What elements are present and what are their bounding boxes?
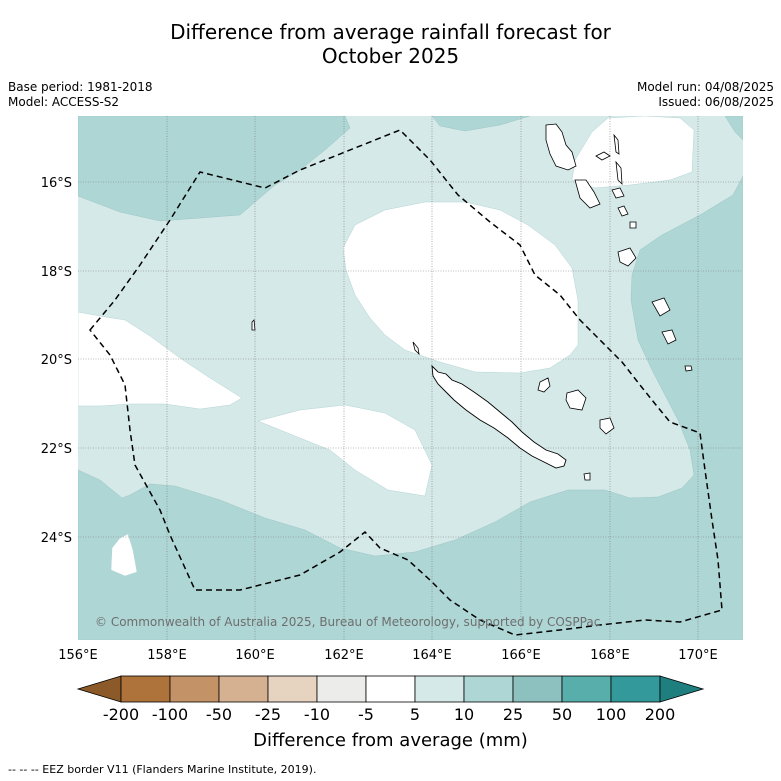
rain-anomaly-nw bbox=[78, 116, 351, 222]
colorbar-swatch bbox=[169, 675, 220, 703]
rain-anomaly-white-south bbox=[257, 404, 433, 497]
colorbar-swatch bbox=[120, 675, 171, 703]
lat-label: 22°S bbox=[41, 442, 72, 457]
colorbar-tick-label: 200 bbox=[645, 705, 676, 724]
colorbar-tick-label: -5 bbox=[358, 705, 374, 724]
vanuatu-ambrym bbox=[611, 187, 625, 199]
lon-label: 170°E bbox=[678, 648, 718, 663]
rain-anomaly-white-ne bbox=[571, 116, 695, 189]
rain-anomaly-ne-corner bbox=[724, 116, 743, 141]
colorbar-tick-label: -25 bbox=[255, 705, 281, 724]
lon-label: 162°E bbox=[324, 648, 364, 663]
lat-label: 18°S bbox=[41, 265, 72, 280]
lat-label: 16°S bbox=[41, 176, 72, 191]
rain-anomaly-white-sw-patch bbox=[110, 533, 138, 577]
lon-label: 156°E bbox=[58, 648, 98, 663]
vanuatu-malekula bbox=[574, 179, 601, 209]
meta-right: Model run: 04/08/2025 Issued: 06/08/2025 bbox=[637, 80, 774, 110]
colorbar-tick-label: 100 bbox=[596, 705, 627, 724]
isle-of-pines bbox=[583, 472, 591, 481]
lat-label: 20°S bbox=[41, 353, 72, 368]
colorbar-swatch bbox=[561, 675, 612, 703]
colorbar-tick-label: 5 bbox=[410, 705, 420, 724]
eez-footnote: -- -- -- EEZ border V11 (Flanders Marine… bbox=[8, 763, 317, 776]
base-period: Base period: 1981-2018 bbox=[8, 80, 153, 94]
vanuatu-espiritu-santo bbox=[545, 123, 577, 171]
loyalty-ouvea bbox=[537, 377, 551, 393]
eez-border bbox=[89, 129, 723, 636]
colorbar-label: Difference from average (mm) bbox=[253, 730, 528, 751]
colorbar-tick-label: -100 bbox=[152, 705, 188, 724]
colorbar-extend-low bbox=[76, 675, 122, 703]
map-area bbox=[78, 116, 743, 640]
colorbar: -200 -100 -50 -25 -10 -5 5 10 25 50 100 200 bbox=[76, 675, 705, 724]
chesterfield-islet bbox=[251, 319, 256, 331]
colorbar-tick-label: -50 bbox=[206, 705, 232, 724]
colorbar-swatch bbox=[267, 675, 318, 703]
lon-label: 164°E bbox=[412, 648, 452, 663]
colorbar-swatch bbox=[414, 675, 465, 703]
rain-anomaly-n bbox=[431, 116, 531, 132]
lon-label: 160°E bbox=[235, 648, 275, 663]
model-run: Model run: 04/08/2025 bbox=[636, 80, 774, 94]
vanuatu-epi bbox=[617, 205, 629, 217]
colorbar-swatch bbox=[610, 675, 661, 703]
loyalty-lifou bbox=[565, 389, 587, 411]
issued-date: Issued: 06/08/2025 bbox=[658, 95, 774, 109]
vanuatu-tanna bbox=[661, 329, 677, 345]
lat-label: 24°S bbox=[41, 531, 72, 546]
colorbar-swatch bbox=[365, 675, 416, 703]
longitude-labels: 156°E 158°E 160°E 162°E 164°E 166°E 168°… bbox=[58, 648, 718, 663]
vanuatu-efate bbox=[617, 247, 637, 267]
colorbar-tick-label: 10 bbox=[454, 705, 474, 724]
vanuatu-maewo bbox=[613, 133, 620, 155]
colorbar-tick-label: 50 bbox=[552, 705, 572, 724]
map-title: Difference from average rainfall forecas… bbox=[0, 20, 781, 68]
meta-left: Base period: 1981-2018 Model: ACCESS-S2 bbox=[8, 80, 153, 110]
vanuatu-shepherds bbox=[629, 221, 637, 229]
vanuatu-ambae bbox=[595, 151, 611, 161]
rain-anomaly-east bbox=[78, 175, 743, 640]
colorbar-tick-label: 25 bbox=[503, 705, 523, 724]
colorbar-tick-label: -200 bbox=[103, 705, 139, 724]
copyright-text: © Commonwealth of Australia 2025, Bureau… bbox=[95, 615, 600, 629]
belep-islands bbox=[412, 341, 420, 356]
vanuatu-erromango bbox=[651, 297, 671, 317]
lon-label: 168°E bbox=[590, 648, 630, 663]
colorbar-tick-label: -10 bbox=[304, 705, 330, 724]
title-line-2: October 2025 bbox=[321, 44, 460, 68]
rain-anomaly-white-west bbox=[78, 311, 243, 410]
lon-label: 166°E bbox=[501, 648, 541, 663]
colorbar-swatch bbox=[512, 675, 563, 703]
loyalty-mare bbox=[599, 417, 615, 435]
colorbar-swatch bbox=[316, 675, 367, 703]
title-line-1: Difference from average rainfall forecas… bbox=[170, 20, 611, 44]
graticule bbox=[78, 116, 743, 640]
colorbar-extend-high bbox=[659, 675, 705, 703]
vanuatu-aneityum bbox=[684, 365, 693, 372]
lon-label: 158°E bbox=[147, 648, 187, 663]
colorbar-swatch bbox=[463, 675, 514, 703]
colorbar-swatch bbox=[218, 675, 269, 703]
new-caledonia-mainland bbox=[431, 364, 567, 469]
vanuatu-pentecost bbox=[615, 160, 623, 186]
model-name: Model: ACCESS-S2 bbox=[8, 95, 120, 109]
latitude-labels: 16°S 18°S 20°S 22°S 24°S bbox=[41, 176, 72, 546]
